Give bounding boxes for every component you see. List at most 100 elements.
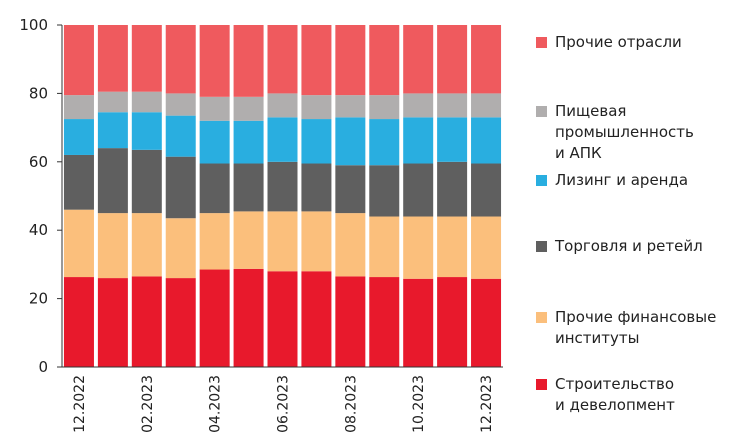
bar-segment — [199, 96, 230, 121]
legend-label: Строительство и девелопмент — [555, 375, 675, 414]
bar-segment — [165, 93, 196, 116]
bar-segment — [131, 149, 162, 214]
bar-segment — [437, 161, 468, 217]
bar-segment — [233, 163, 264, 212]
bar-segment — [369, 25, 400, 96]
bar-segment — [97, 112, 128, 149]
x-tick-label: 12.2023 — [479, 375, 495, 433]
bar-segment — [369, 119, 400, 166]
legend-label: Торговля и ретейл — [555, 237, 703, 255]
bar-segment — [437, 25, 468, 94]
bar-segment — [267, 161, 298, 212]
bar-segment — [369, 95, 400, 120]
bar-segment — [97, 278, 128, 367]
bar-segment — [301, 95, 332, 120]
bar-segment — [233, 268, 264, 367]
bar-segment — [471, 93, 502, 118]
bar-segment — [97, 25, 128, 92]
bar-segment — [403, 163, 434, 217]
bar-segment — [403, 216, 434, 279]
bar-segment — [97, 213, 128, 279]
legend-item: Строительство и девелопмент — [530, 374, 675, 416]
bar-segment — [267, 211, 298, 272]
bar-segment — [403, 93, 434, 118]
chart: 0 20 40 60 80 100 12.2022 02.2023 04.2023 06.2023… — [19, 16, 503, 433]
bar-segment — [97, 91, 128, 113]
bar-segment — [369, 277, 400, 367]
bar-segment — [131, 213, 162, 277]
bar-segment — [437, 277, 468, 367]
bar-segment — [267, 25, 298, 94]
x-tick-label: 12.2022 — [72, 375, 88, 433]
legend-swatch — [536, 379, 547, 390]
bar-segment — [199, 25, 230, 97]
bar-segment — [267, 117, 298, 162]
bar-segment — [335, 165, 366, 214]
legend-swatch — [536, 241, 547, 252]
bar-segment — [335, 276, 366, 367]
bar-segment — [471, 163, 502, 217]
bar-segment — [301, 25, 332, 96]
legend-item: Торговля и ретейл — [530, 236, 703, 257]
bar-segment — [437, 117, 468, 162]
bar-segment — [131, 91, 162, 113]
legend-label: Прочие финансовые институты — [555, 308, 717, 347]
bar-segment — [131, 25, 162, 92]
legend-item: Лизинг и аренда — [530, 170, 688, 191]
x-tick-label: 04.2023 — [208, 375, 224, 433]
bar-segment — [165, 218, 196, 279]
x-tick-label: 06.2023 — [276, 375, 292, 433]
bar-segment — [301, 271, 332, 367]
bar-segment — [335, 95, 366, 118]
y-tick-label: 100 — [19, 16, 48, 34]
bar-segment — [63, 95, 94, 120]
bar-segment — [403, 278, 434, 367]
legend-swatch — [536, 106, 547, 117]
bar-segment — [63, 25, 94, 96]
legend-item: Прочие отрасли — [530, 32, 682, 53]
bar-segment — [233, 120, 264, 164]
bar-segment — [165, 115, 196, 157]
bar-segment — [335, 25, 366, 96]
bar-segment — [63, 277, 94, 367]
bar-segment — [403, 117, 434, 164]
bar-segment — [335, 213, 366, 277]
bar-segment — [471, 117, 502, 164]
bar-segment — [403, 25, 434, 94]
legend-swatch — [536, 175, 547, 186]
bar-segment — [165, 156, 196, 219]
bar-segment — [63, 209, 94, 278]
bar-segment — [131, 112, 162, 150]
bar-segment — [233, 25, 264, 97]
bar-segment — [63, 154, 94, 210]
x-tick-label: 02.2023 — [140, 375, 156, 433]
y-tick-label: 80 — [29, 84, 48, 102]
legend: Прочие отрасли Пищевая промышленность и А… — [530, 0, 738, 434]
bar-segment — [471, 25, 502, 94]
bar-segment — [199, 213, 230, 270]
y-tick-label: 60 — [29, 153, 48, 171]
bar-segment — [437, 216, 468, 278]
legend-swatch — [536, 37, 547, 48]
bar-segment — [471, 216, 502, 279]
bar-segment — [97, 148, 128, 214]
bar-segment — [267, 271, 298, 367]
bar-segment — [131, 276, 162, 367]
bar-segment — [301, 119, 332, 164]
bar-segment — [165, 25, 196, 94]
bar-segment — [369, 216, 400, 278]
x-tick-label: 10.2023 — [411, 375, 427, 433]
bar-segment — [369, 165, 400, 217]
bar-segment — [233, 211, 264, 269]
bar-segment — [165, 278, 196, 367]
bar-segment — [471, 278, 502, 367]
bar-segment — [301, 163, 332, 212]
bar-segment — [301, 211, 332, 272]
legend-label: Пищевая промышленность и АПК — [555, 102, 694, 162]
bar-segment — [437, 93, 468, 118]
y-tick-label: 40 — [29, 221, 48, 239]
y-tick-label: 0 — [38, 358, 48, 376]
y-tick-label: 20 — [29, 290, 48, 308]
bar-segment — [199, 120, 230, 164]
bar-segment — [267, 93, 298, 118]
